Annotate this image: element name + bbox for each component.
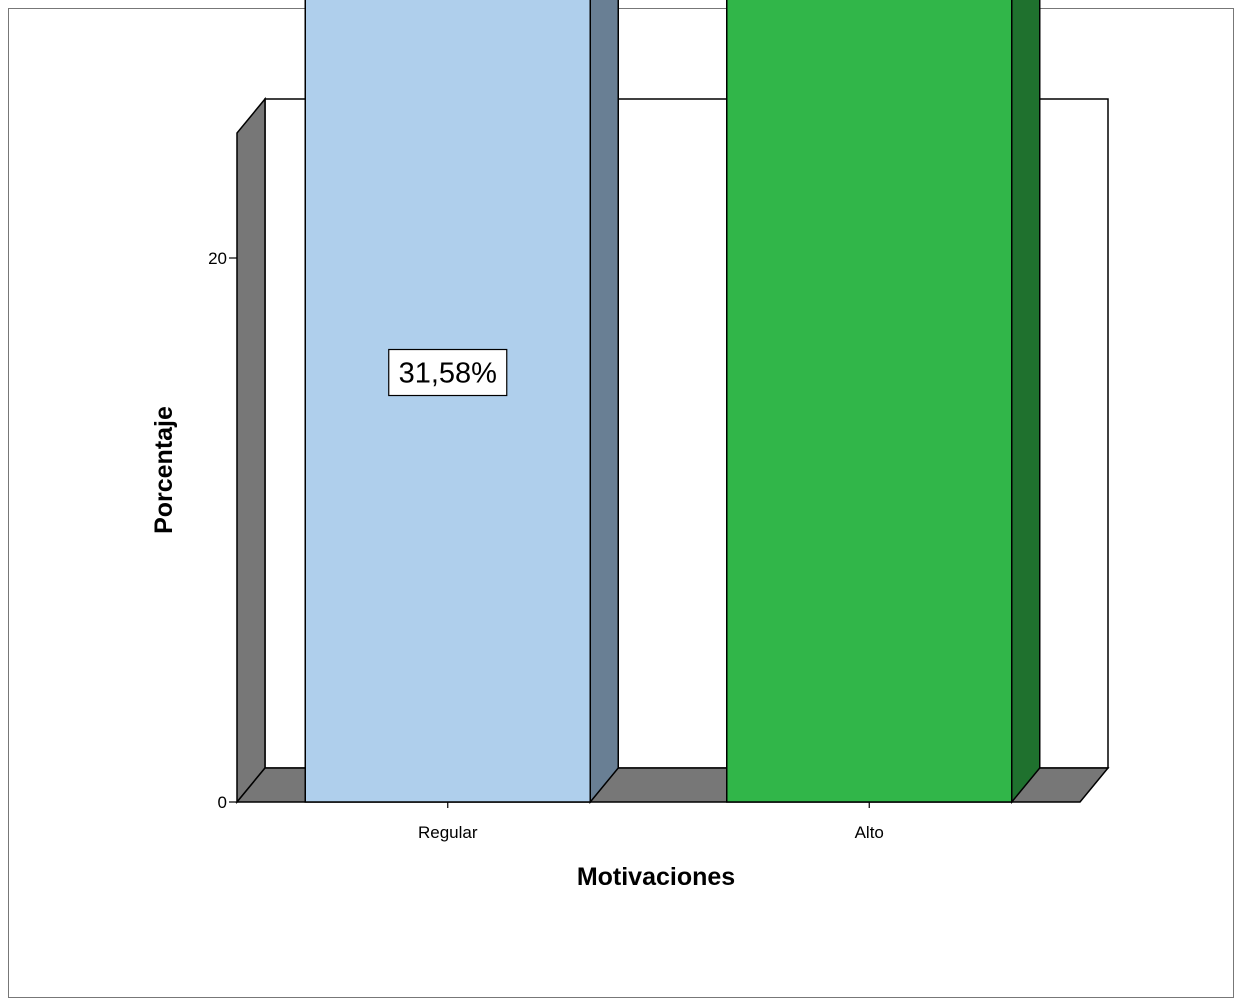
side-wall — [236, 96, 266, 805]
x-tick-label: Alto — [855, 823, 884, 842]
bar-side — [589, 0, 619, 805]
x-axis-title: Motivaciones — [577, 863, 735, 891]
x-tick-label: Regular — [418, 823, 478, 842]
bar-regular: 31,58% — [304, 0, 619, 805]
y-axis-title: Porcentaje — [150, 406, 178, 534]
bar-side — [1011, 0, 1041, 805]
bars: 31,58% 68,42% — [304, 0, 1041, 805]
y-tick-label: 20 — [208, 249, 227, 268]
y-tick-label: 0 — [218, 793, 227, 812]
x-axis: Regular Alto — [418, 802, 884, 842]
data-label: 31,58% — [399, 358, 497, 390]
bar-front — [726, 0, 1013, 803]
y-axis: 0204060 — [208, 249, 237, 812]
data-label-box — [388, 348, 508, 397]
bar-front — [304, 0, 591, 803]
bar-alto: 68,42% — [726, 0, 1041, 805]
